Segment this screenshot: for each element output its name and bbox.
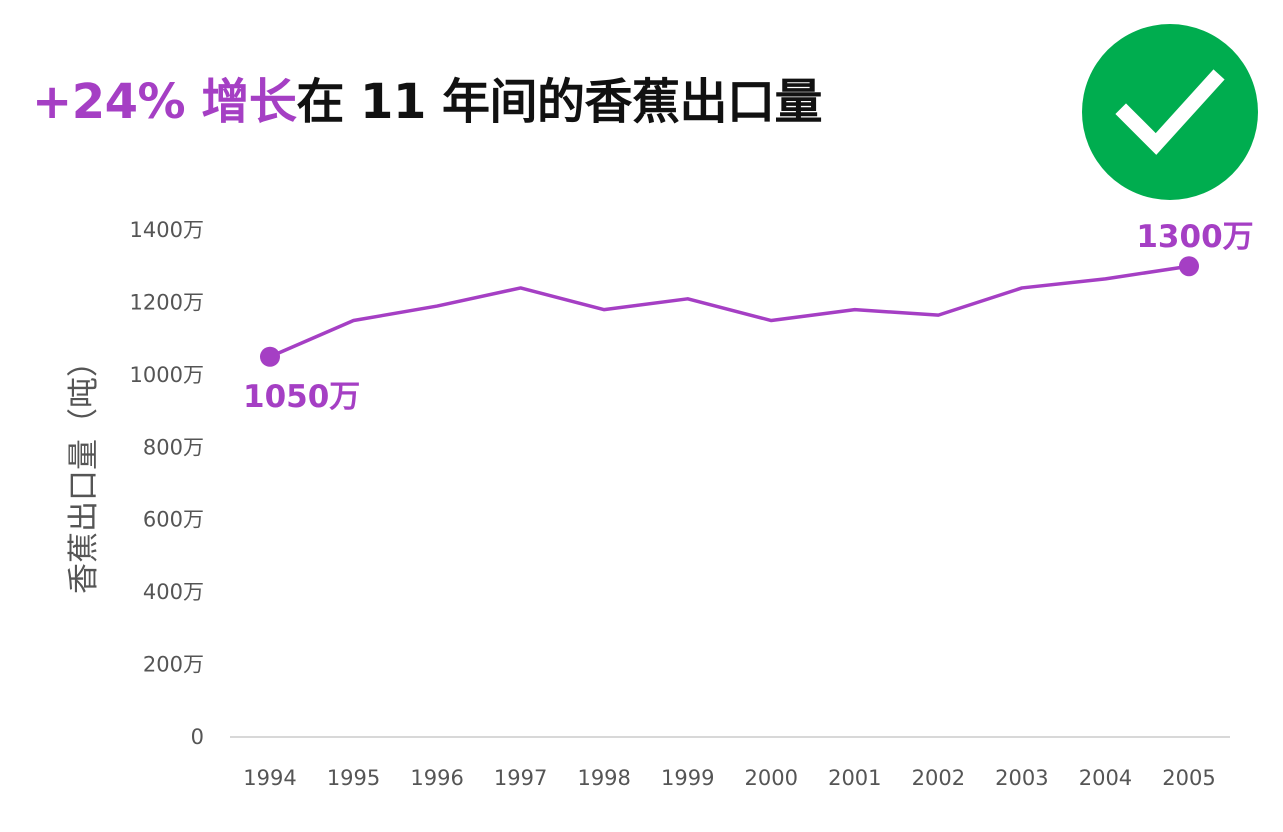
data-point-1994 <box>260 346 280 367</box>
checkmark-badge-circle <box>1082 24 1258 200</box>
y-tick-label: 400万 <box>143 580 204 604</box>
checkmark-icon <box>1082 24 1258 200</box>
title-rest: 在 11 年间的香蕉出口量 <box>296 74 823 130</box>
x-tick-label: 1996 <box>410 766 463 790</box>
x-tick-label: 1999 <box>661 766 714 790</box>
y-tick-label: 1000万 <box>130 363 204 387</box>
y-tick-label: 600万 <box>143 508 204 532</box>
title-highlight: +24% 增长 <box>32 74 297 130</box>
x-tick-label: 2003 <box>995 766 1048 790</box>
series-line <box>268 264 1191 359</box>
chart-title: +24% 增长在 11 年间的香蕉出口量 <box>32 78 823 126</box>
data-label-2005: 1300万 <box>1136 219 1253 255</box>
x-tick-label: 2000 <box>745 766 798 790</box>
y-tick-label: 1200万 <box>130 290 204 314</box>
y-axis-title: 香蕉出口量（吨） <box>66 346 102 594</box>
x-tick-label: 2004 <box>1079 766 1132 790</box>
y-tick-label: 200万 <box>143 653 204 677</box>
x-tick-label: 2005 <box>1162 766 1215 790</box>
series-group <box>268 264 1191 359</box>
y-axis-ticks: 0 200万 400万 600万 800万 1000万 1200万 1400万 <box>130 218 204 749</box>
y-tick-label: 800万 <box>143 435 204 459</box>
annotations-group: 1050万 1300万 <box>243 219 1254 415</box>
data-label-1994: 1050万 <box>243 379 360 415</box>
y-tick-label: 0 <box>191 725 204 749</box>
checkmark-stroke <box>1115 69 1225 155</box>
x-tick-label: 2001 <box>828 766 881 790</box>
x-tick-label: 1997 <box>494 766 547 790</box>
data-point-2005 <box>1179 256 1199 277</box>
x-tick-label: 1994 <box>243 766 296 790</box>
x-tick-label: 1995 <box>327 766 380 790</box>
x-tick-label: 1998 <box>577 766 630 790</box>
x-tick-label: 2002 <box>912 766 965 790</box>
x-axis-ticks: 1994 1995 1996 1997 1998 1999 2000 2001 2002 2003… <box>243 766 1215 790</box>
y-tick-label: 1400万 <box>130 218 204 242</box>
